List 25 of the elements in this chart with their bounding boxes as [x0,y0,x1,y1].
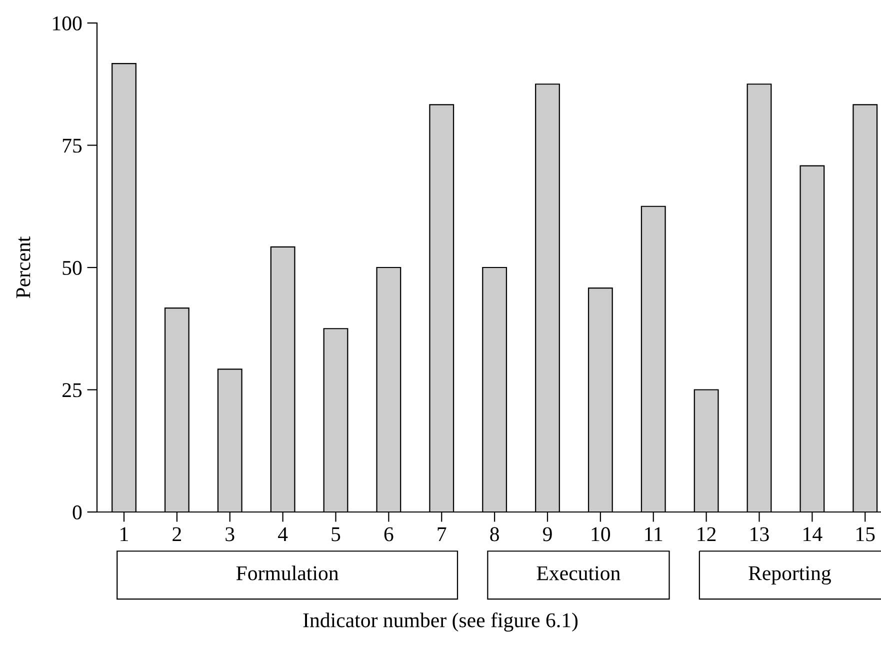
text: Reporting [748,566,831,585]
y-axis-title: Percent [16,236,30,298]
y-tick-label: 75 [62,138,82,153]
x-tick-label: 4 [278,527,288,542]
x-axis-title: Indicator number (see figure 6.1) [303,612,578,632]
text: Execution [536,566,620,580]
x-tick-label: 5 [332,527,340,542]
x-tick-label: 8 [490,527,499,542]
x-tick-label: 13 [750,527,769,542]
x-tick-label: 9 [542,527,552,542]
x-tick-label: 10 [592,527,610,542]
y-tick-label: 50 [62,260,82,275]
x-tick-label: 6 [384,527,394,542]
x-tick-label: 7 [438,527,446,542]
y-tick-label: 0 [72,505,82,520]
x-tick-label: 15 [856,527,875,542]
x-tick-label: 11 [645,527,662,542]
text: Formulation [236,566,338,580]
y-tick-label: 25 [62,383,82,398]
x-tick-label: 1 [120,527,128,542]
y-tick-label: 100 [53,16,82,30]
x-tick-label: 14 [804,527,822,542]
x-tick-label: 3 [226,527,234,542]
x-tick-label: 12 [698,527,716,542]
x-tick-label: 2 [172,527,181,542]
